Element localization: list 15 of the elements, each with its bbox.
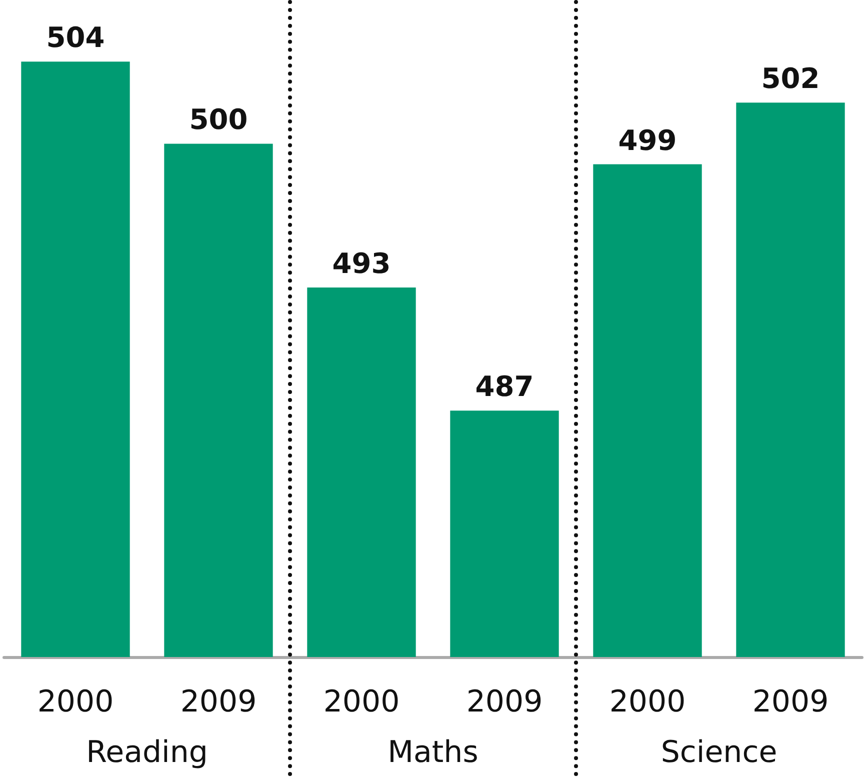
x-tick-label: 2000 bbox=[323, 684, 400, 720]
x-tick-label: 2009 bbox=[752, 684, 829, 720]
data-label: 504 bbox=[46, 21, 105, 54]
data-label: 487 bbox=[475, 370, 534, 404]
x-tick-label: 2000 bbox=[37, 684, 114, 720]
text: Maths bbox=[388, 735, 478, 770]
data-label: 500 bbox=[189, 103, 248, 136]
x-tick-label: 2009 bbox=[466, 684, 543, 720]
data-label: 493 bbox=[332, 246, 391, 280]
x-tick-label: 2009 bbox=[180, 684, 257, 720]
data-label: 502 bbox=[761, 62, 820, 96]
x-tick-label: 2000 bbox=[609, 684, 686, 720]
data-label: 499 bbox=[618, 124, 677, 157]
text: Reading bbox=[86, 735, 208, 770]
text: Science bbox=[660, 735, 778, 770]
